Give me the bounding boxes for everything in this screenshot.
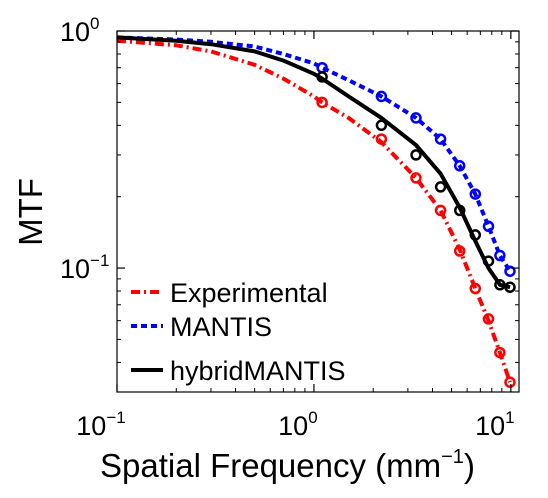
data-point-hybridmantis [434,181,447,193]
data-point-mantis [410,112,422,124]
data-point-hybridmantis [504,281,516,293]
data-point-experimental [410,172,422,184]
data-point-experimental [494,346,506,359]
x-axis-label: Spatial Frequency (mm−1) [100,446,475,484]
plot-frame [116,30,520,393]
legend-label-hybridmantis: hybridMANTIS [170,356,346,386]
data-point-experimental [434,204,447,217]
y-axis-label: MTF [12,178,49,246]
data-point-hybridmantis [494,279,506,291]
data-point-mantis [494,249,506,262]
series-line-hybridmantis [116,35,511,290]
data-point-hybridmantis [469,229,482,241]
series-line-experimental [116,38,512,383]
data-point-mantis [504,265,516,277]
legend-label-experimental: Experimental [170,278,328,308]
x-tick-label: 100 [278,408,318,441]
data-point-mantis [482,220,495,233]
x-axis-label-exponent: −1 [441,446,464,468]
series-line-mantis [116,35,512,273]
series-layer [116,35,516,388]
data-point-mantis [453,160,466,172]
tick-layer: 10−1 100 101 10−1 100 [60,14,519,441]
data-point-experimental [316,96,328,109]
data-point-experimental [504,376,516,388]
y-tick-label: 10−1 [60,251,109,284]
data-point-hybridmantis [453,204,466,217]
data-point-experimental [469,282,482,295]
data-point-experimental [453,245,466,257]
x-tick-label: 101 [475,408,515,441]
data-point-hybridmantis [316,71,328,83]
legend: Experimental MANTIS hybridMANTIS [131,278,346,386]
y-tick-label: 100 [60,14,100,47]
data-point-hybridmantis [410,149,422,161]
data-point-mantis [434,133,447,145]
data-point-experimental [482,313,495,325]
x-axis-label-close: ) [464,447,475,484]
data-point-hybridmantis [375,119,388,132]
legend-label-mantis: MANTIS [170,312,272,342]
data-point-hybridmantis [482,255,495,267]
data-point-mantis [469,188,482,200]
x-tick-label: 10−1 [76,408,125,441]
data-point-mantis [375,90,388,103]
x-axis-label-main: Spatial Frequency (mm [100,447,441,484]
data-point-experimental [375,133,388,145]
